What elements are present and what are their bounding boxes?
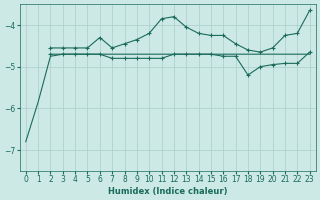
X-axis label: Humidex (Indice chaleur): Humidex (Indice chaleur) bbox=[108, 187, 228, 196]
